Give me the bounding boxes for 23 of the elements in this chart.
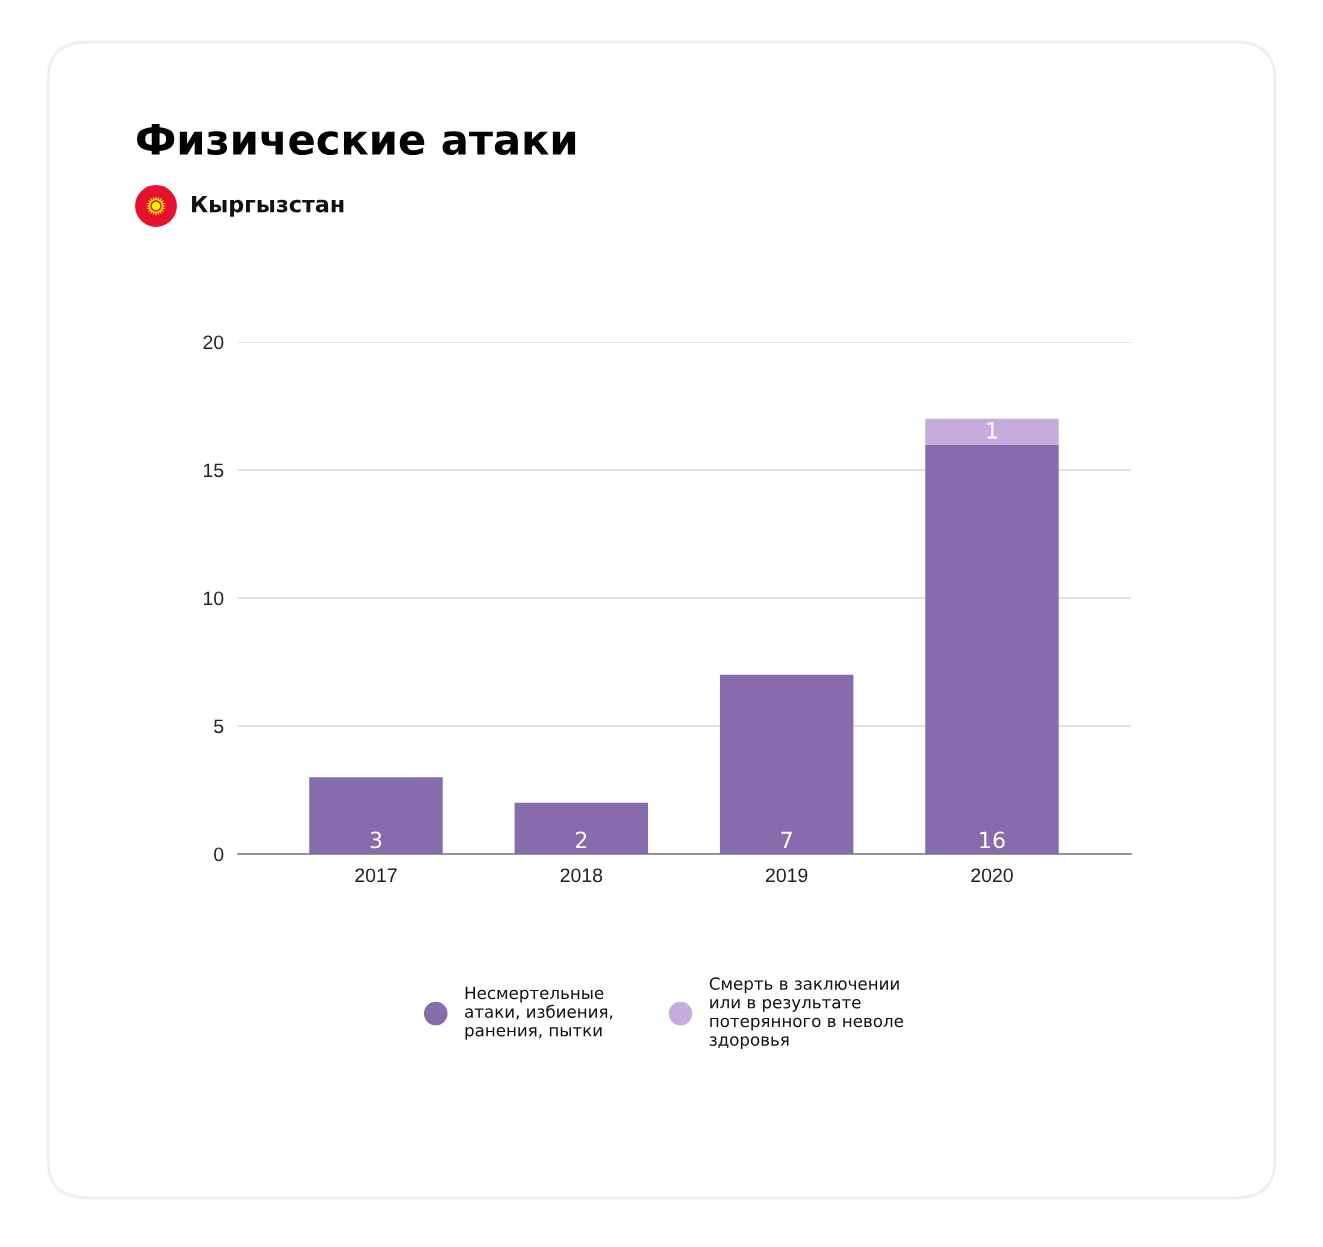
bar [719, 674, 854, 854]
legend-label: Несмертельные атаки, избиения, ранения, пытки [465, 986, 613, 1040]
x-tick-label: 2020 [971, 868, 1013, 883]
bar [514, 802, 649, 854]
x-tick-label: 2018 [560, 868, 603, 883]
bar [925, 444, 1059, 854]
data-label: 1 [987, 422, 998, 439]
data-label: 3 [370, 831, 382, 849]
y-tick-label: 10 [203, 591, 224, 606]
chart-title: Физические атаки [137, 124, 576, 156]
legend-label: Смерть в заключении или в результате потерянного в неволе здоровья [709, 977, 904, 1050]
x-tick-label: 2019 [766, 868, 808, 883]
y-tick-label: 0 [214, 847, 224, 862]
y-tick-label: 20 [203, 335, 224, 350]
chart-subtitle: Кыргызстан [192, 195, 344, 217]
bar [925, 418, 1059, 445]
y-tick-label: 15 [203, 463, 224, 478]
data-label: 7 [781, 831, 792, 848]
data-label: 2 [575, 831, 587, 848]
bar [309, 777, 443, 854]
data-label: 16 [980, 831, 1005, 849]
y-tick-label: 5 [214, 719, 224, 734]
x-tick-label: 2017 [355, 868, 397, 883]
